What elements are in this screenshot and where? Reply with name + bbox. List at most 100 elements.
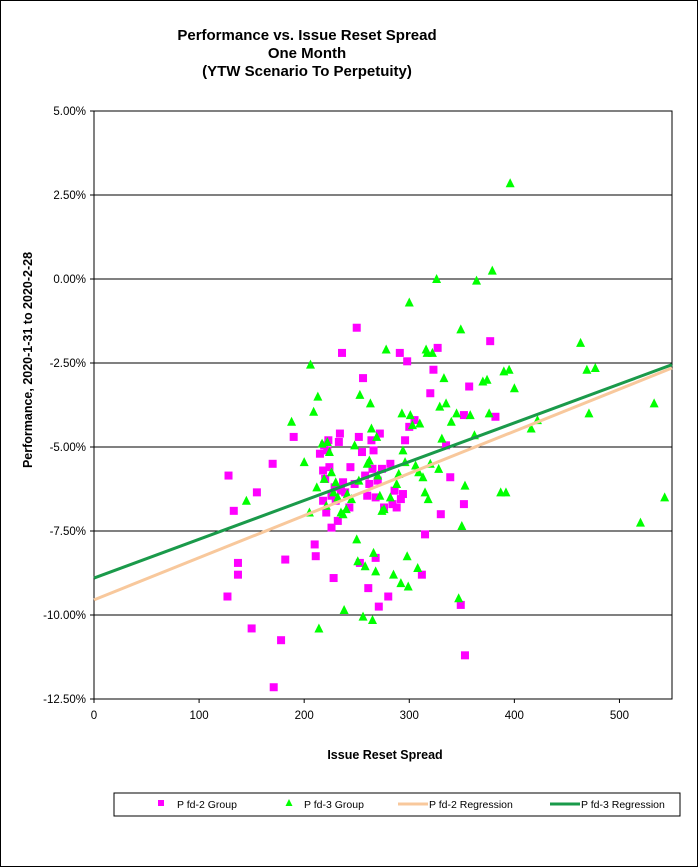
pfd-2-point bbox=[315, 449, 324, 458]
pfd-2-point bbox=[486, 337, 495, 346]
pfd-2-point bbox=[410, 416, 419, 425]
y-tick-label: 0.00% bbox=[53, 274, 86, 286]
pfd-3-point bbox=[649, 398, 659, 408]
pfd-2-point bbox=[281, 555, 290, 564]
pfd-2-point bbox=[392, 503, 401, 512]
pfd-2-point bbox=[323, 446, 332, 455]
legend-marker-pfd-2 bbox=[158, 800, 164, 806]
regression-lines bbox=[93, 363, 673, 602]
pfd-3-point bbox=[427, 347, 437, 357]
pfd-3-point bbox=[305, 359, 315, 369]
pfd-2-point bbox=[310, 540, 319, 549]
pfd-2-point bbox=[329, 574, 338, 583]
pfd-2-point bbox=[491, 412, 500, 421]
pfd-2-point bbox=[433, 343, 442, 352]
pfd-3-point bbox=[331, 477, 341, 487]
pfd-2-point bbox=[396, 495, 405, 504]
legend-box bbox=[113, 792, 681, 817]
y-axis-ticks: 5.00% 2.50% 0.00% -2.50% -5.00% -7.50% -10.00%… bbox=[43, 106, 94, 706]
pfd-3-point bbox=[418, 472, 428, 482]
pfd-3-point bbox=[504, 364, 514, 374]
pfd-2-point bbox=[429, 365, 438, 374]
legend-label-pfd-3-regression: P fd-3 Regression bbox=[581, 799, 665, 811]
pfd-3-point bbox=[405, 410, 415, 420]
pfd-3-point bbox=[322, 436, 332, 446]
x-axis-title: Issue Reset Spread bbox=[327, 748, 442, 762]
pfd-3-point bbox=[404, 297, 414, 307]
pfd-3-point bbox=[454, 593, 464, 603]
pfd-3-point bbox=[397, 408, 407, 418]
legend-label-pfd-2: P fd-2 Group bbox=[177, 799, 237, 811]
pfd-3-point bbox=[501, 487, 511, 497]
pfd-3-point bbox=[398, 445, 408, 455]
pfd-3-point bbox=[434, 463, 444, 473]
pfd-3-point bbox=[364, 455, 374, 465]
pfd-3-point bbox=[414, 467, 424, 477]
pfd-3-point bbox=[371, 566, 381, 576]
pfd-2-point bbox=[442, 441, 451, 450]
pfd-3-point bbox=[309, 406, 319, 416]
pfd-3-point bbox=[484, 408, 494, 418]
pfd-2-point bbox=[252, 488, 261, 497]
pfd-3-point bbox=[526, 423, 536, 433]
pfd-2-point bbox=[341, 488, 350, 497]
pfd-2-point bbox=[322, 508, 331, 517]
pfd-3-point bbox=[360, 561, 370, 571]
chart-title-line-2: One Month bbox=[268, 45, 346, 62]
pfd-2-point bbox=[371, 553, 380, 562]
pfd-2-point bbox=[369, 446, 378, 455]
pfd-3-point bbox=[389, 569, 399, 579]
chart-title: Performance vs. Issue Reset Spread One M… bbox=[177, 27, 436, 80]
pfd-2-point bbox=[345, 503, 354, 512]
pfd-3-point bbox=[509, 383, 519, 393]
x-tick-label: 0 bbox=[91, 710, 97, 722]
pfd-2-point bbox=[460, 651, 469, 660]
pfd-3-point bbox=[482, 374, 492, 384]
pfd-2-point bbox=[465, 382, 474, 391]
pfd-2-point bbox=[223, 592, 232, 601]
pfd-2-point bbox=[224, 471, 233, 480]
pfd-2-point bbox=[398, 490, 407, 499]
pfd-3-point bbox=[346, 494, 356, 504]
legend: P fd-2 Group P fd-3 Group P fd-2 Regress… bbox=[113, 792, 681, 817]
pfd-2-point bbox=[426, 389, 435, 398]
pfd-2-point bbox=[395, 348, 404, 357]
pfd-2-point bbox=[325, 463, 334, 472]
pfd-3-point bbox=[385, 492, 395, 502]
pfd-3-point bbox=[369, 547, 379, 557]
pfd-2-point bbox=[352, 323, 361, 332]
pfd-3-point bbox=[452, 408, 462, 418]
y-tick-label: -10.00% bbox=[43, 610, 86, 622]
pfd-2-point bbox=[338, 348, 347, 357]
pfd-2-point bbox=[390, 486, 399, 495]
pfd-3-point bbox=[505, 178, 515, 188]
pfd-2-point bbox=[384, 592, 393, 601]
pfd-2-point bbox=[368, 464, 377, 473]
pfd-3-point bbox=[576, 337, 586, 347]
pfd-2-point bbox=[327, 523, 336, 532]
pfd-2-point bbox=[229, 506, 238, 515]
pfd-2-point bbox=[364, 584, 373, 593]
legend-label-pfd-3: P fd-3 Group bbox=[304, 799, 364, 811]
pfd-2-point bbox=[459, 500, 468, 509]
pfd-3-point bbox=[472, 275, 482, 285]
pfd-2-regression-line bbox=[93, 366, 673, 602]
pfd-3-point bbox=[314, 623, 324, 633]
pfd-2-point bbox=[334, 437, 343, 446]
pfd-2-point bbox=[374, 602, 383, 611]
pfd-2-point bbox=[417, 570, 426, 579]
pfd-3-point bbox=[350, 440, 360, 450]
pfd-2-point bbox=[401, 436, 410, 445]
pfd-3-point bbox=[329, 487, 339, 497]
pfd-3-point bbox=[635, 517, 645, 527]
pfd-3-point bbox=[313, 391, 323, 401]
pfd-2-point bbox=[357, 448, 366, 457]
pfd-3-point bbox=[287, 416, 297, 426]
pfd-3-point bbox=[312, 482, 322, 492]
pfd-3-point bbox=[446, 416, 456, 426]
pfd-2-point bbox=[311, 552, 320, 561]
pfd-3-point bbox=[439, 373, 449, 383]
pfd-2-point bbox=[446, 473, 455, 482]
pfd-2-point bbox=[233, 570, 242, 579]
